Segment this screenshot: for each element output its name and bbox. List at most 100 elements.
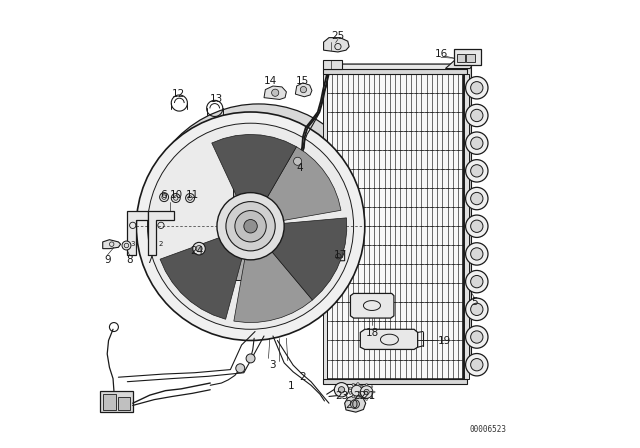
Polygon shape <box>324 38 349 52</box>
Circle shape <box>186 194 195 202</box>
Bar <box>323 379 467 384</box>
Circle shape <box>466 187 488 210</box>
Bar <box>323 69 467 74</box>
Circle shape <box>360 385 364 388</box>
Circle shape <box>339 387 345 393</box>
Circle shape <box>466 215 488 237</box>
Circle shape <box>236 364 244 373</box>
Polygon shape <box>445 60 474 69</box>
Polygon shape <box>212 134 296 215</box>
Text: 1: 1 <box>287 381 294 391</box>
Bar <box>102 394 116 410</box>
Text: 7: 7 <box>147 255 153 265</box>
Circle shape <box>470 303 483 315</box>
Text: 9: 9 <box>104 255 111 265</box>
Bar <box>467 54 475 62</box>
Circle shape <box>466 77 488 99</box>
Circle shape <box>470 137 483 149</box>
Polygon shape <box>360 329 418 349</box>
Circle shape <box>470 165 483 177</box>
Polygon shape <box>344 395 365 412</box>
Circle shape <box>351 385 362 396</box>
Text: 16: 16 <box>435 49 447 59</box>
Circle shape <box>371 396 373 398</box>
Text: 14: 14 <box>264 76 277 86</box>
Text: 17: 17 <box>333 250 347 260</box>
Text: 23: 23 <box>335 392 348 401</box>
Circle shape <box>358 391 360 393</box>
Polygon shape <box>351 293 394 318</box>
Circle shape <box>470 276 483 288</box>
Polygon shape <box>296 83 312 97</box>
Text: 25: 25 <box>332 31 344 41</box>
Circle shape <box>466 243 488 265</box>
Polygon shape <box>333 249 344 261</box>
Polygon shape <box>234 237 312 323</box>
Circle shape <box>364 389 369 395</box>
Text: 3: 3 <box>131 241 135 247</box>
Polygon shape <box>264 86 287 99</box>
Bar <box>100 391 132 412</box>
Bar <box>118 397 129 410</box>
Polygon shape <box>127 211 147 255</box>
Circle shape <box>470 82 483 94</box>
Text: 24: 24 <box>190 246 204 256</box>
Circle shape <box>351 400 360 409</box>
Circle shape <box>334 383 349 397</box>
Circle shape <box>246 354 255 363</box>
Circle shape <box>356 383 359 385</box>
Circle shape <box>360 386 373 398</box>
Bar <box>326 74 463 379</box>
Bar <box>457 54 465 62</box>
Bar <box>454 49 481 65</box>
Circle shape <box>466 353 488 376</box>
Text: 18: 18 <box>365 328 379 338</box>
Circle shape <box>244 220 257 233</box>
Circle shape <box>470 358 483 371</box>
Circle shape <box>371 386 373 388</box>
Circle shape <box>352 395 355 398</box>
Circle shape <box>145 104 373 332</box>
Circle shape <box>470 331 483 343</box>
Circle shape <box>147 123 353 329</box>
Circle shape <box>466 326 488 348</box>
Circle shape <box>235 211 266 242</box>
Circle shape <box>360 386 362 388</box>
Circle shape <box>226 202 275 251</box>
Text: 21: 21 <box>363 392 376 401</box>
Polygon shape <box>259 218 347 300</box>
Circle shape <box>365 399 367 401</box>
Text: 15: 15 <box>296 76 308 86</box>
Circle shape <box>362 389 365 392</box>
Circle shape <box>136 112 365 340</box>
Circle shape <box>470 220 483 233</box>
Circle shape <box>360 394 364 396</box>
Text: 3: 3 <box>269 360 276 370</box>
Polygon shape <box>323 60 342 69</box>
Polygon shape <box>288 153 307 169</box>
Text: 19: 19 <box>438 336 452 346</box>
Circle shape <box>470 109 483 121</box>
Circle shape <box>217 193 284 260</box>
Text: 11: 11 <box>186 190 199 200</box>
Text: 12: 12 <box>172 89 184 99</box>
Circle shape <box>466 298 488 320</box>
Circle shape <box>466 159 488 182</box>
Polygon shape <box>232 172 269 280</box>
Circle shape <box>365 383 367 385</box>
Circle shape <box>300 86 307 93</box>
Text: 13: 13 <box>209 94 223 103</box>
Text: 5: 5 <box>471 297 478 307</box>
Text: 8: 8 <box>126 255 133 265</box>
Polygon shape <box>326 64 472 74</box>
Circle shape <box>470 248 483 260</box>
Text: 10: 10 <box>170 190 183 200</box>
Circle shape <box>294 157 301 165</box>
Bar <box>465 74 468 379</box>
Polygon shape <box>257 146 341 224</box>
Polygon shape <box>147 211 174 255</box>
Text: 20: 20 <box>345 401 358 410</box>
Circle shape <box>271 89 279 96</box>
Circle shape <box>349 392 352 394</box>
Circle shape <box>193 242 205 255</box>
